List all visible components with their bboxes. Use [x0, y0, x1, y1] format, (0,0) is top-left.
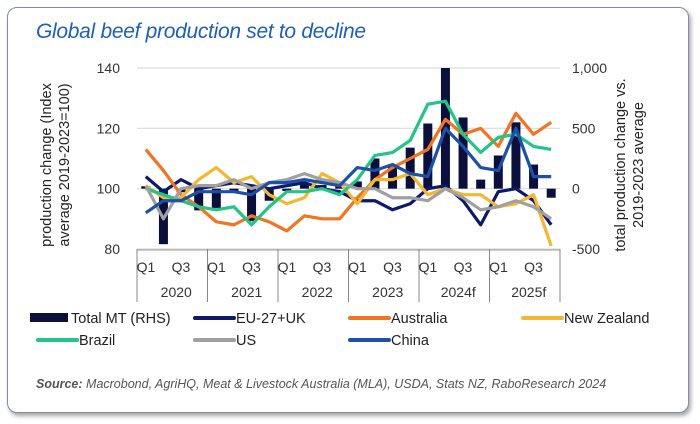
y-right-tick-label: -500 — [572, 241, 600, 257]
year-label: 2024f — [441, 284, 476, 300]
bar — [423, 123, 433, 189]
source-note: Source: Macrobond, AgriHQ, Meat & Livest… — [36, 377, 606, 391]
year-label: 2022 — [302, 284, 333, 300]
bar — [458, 117, 468, 189]
legend-label: Australia — [391, 311, 448, 327]
legend-swatch — [30, 313, 68, 322]
bar — [211, 188, 221, 208]
source-label: Source: — [36, 377, 83, 391]
y-tick-label: 120 — [97, 120, 121, 136]
year-label: 2025f — [511, 284, 546, 300]
y-right-tick-label: 500 — [572, 120, 596, 136]
bar — [405, 147, 415, 189]
bar — [247, 188, 257, 222]
quarter-label: Q1 — [137, 259, 156, 275]
year-label: 2020 — [161, 284, 192, 300]
chart-title: Global beef production set to decline — [36, 20, 366, 43]
legend-label: China — [391, 333, 430, 349]
bar — [282, 188, 292, 192]
series-line-us — [144, 171, 553, 221]
legend-label: Brazil — [79, 333, 115, 349]
quarter-label: Q1 — [278, 259, 297, 275]
y-right-tick-label: 0 — [572, 181, 580, 197]
y-right-axis-title: 2019-2023 average — [631, 102, 647, 228]
quarter-label: Q1 — [489, 259, 508, 275]
y-tick-label: 80 — [104, 241, 120, 257]
quarter-label: Q3 — [242, 259, 261, 275]
source-text: Macrobond, AgriHQ, Meat & Livestock Aust… — [86, 377, 607, 391]
y-right-tick-label: 1,000 — [572, 60, 607, 76]
legend-label: EU-27+UK — [236, 311, 306, 327]
y-right-axis-title: total production change vs. — [613, 78, 629, 251]
series-line-new-zealand — [144, 165, 553, 247]
quarter-label: Q1 — [207, 259, 226, 275]
quarter-label: Q3 — [313, 259, 332, 275]
legend-label: New Zealand — [564, 311, 649, 327]
bar — [370, 158, 380, 189]
bar — [511, 122, 521, 189]
year-label: 2023 — [372, 284, 403, 300]
legend-label: US — [236, 333, 256, 349]
bar — [352, 181, 362, 189]
bar — [299, 182, 309, 189]
y-tick-label: 140 — [97, 60, 121, 76]
bar — [229, 188, 239, 192]
bar — [476, 179, 486, 189]
y-axis-title: average 2019-2023=100) — [57, 83, 73, 246]
series-line-australia — [144, 111, 553, 233]
year-label: 2021 — [231, 284, 262, 300]
quarter-label: Q3 — [524, 259, 543, 275]
y-tick-label: 100 — [97, 181, 121, 197]
series-line-china — [144, 126, 552, 215]
bar — [194, 188, 204, 211]
quarter-label: Q1 — [348, 259, 367, 275]
quarter-label: Q3 — [383, 259, 402, 275]
bar — [546, 188, 556, 198]
quarter-label: Q3 — [172, 259, 191, 275]
quarter-label: Q3 — [454, 259, 473, 275]
bar — [335, 186, 345, 189]
y-axis-title: production change (Index — [39, 82, 55, 246]
legend-label: Total MT (RHS) — [71, 311, 171, 327]
quarter-label: Q1 — [419, 259, 438, 275]
bar — [317, 185, 327, 189]
bar — [388, 165, 398, 189]
